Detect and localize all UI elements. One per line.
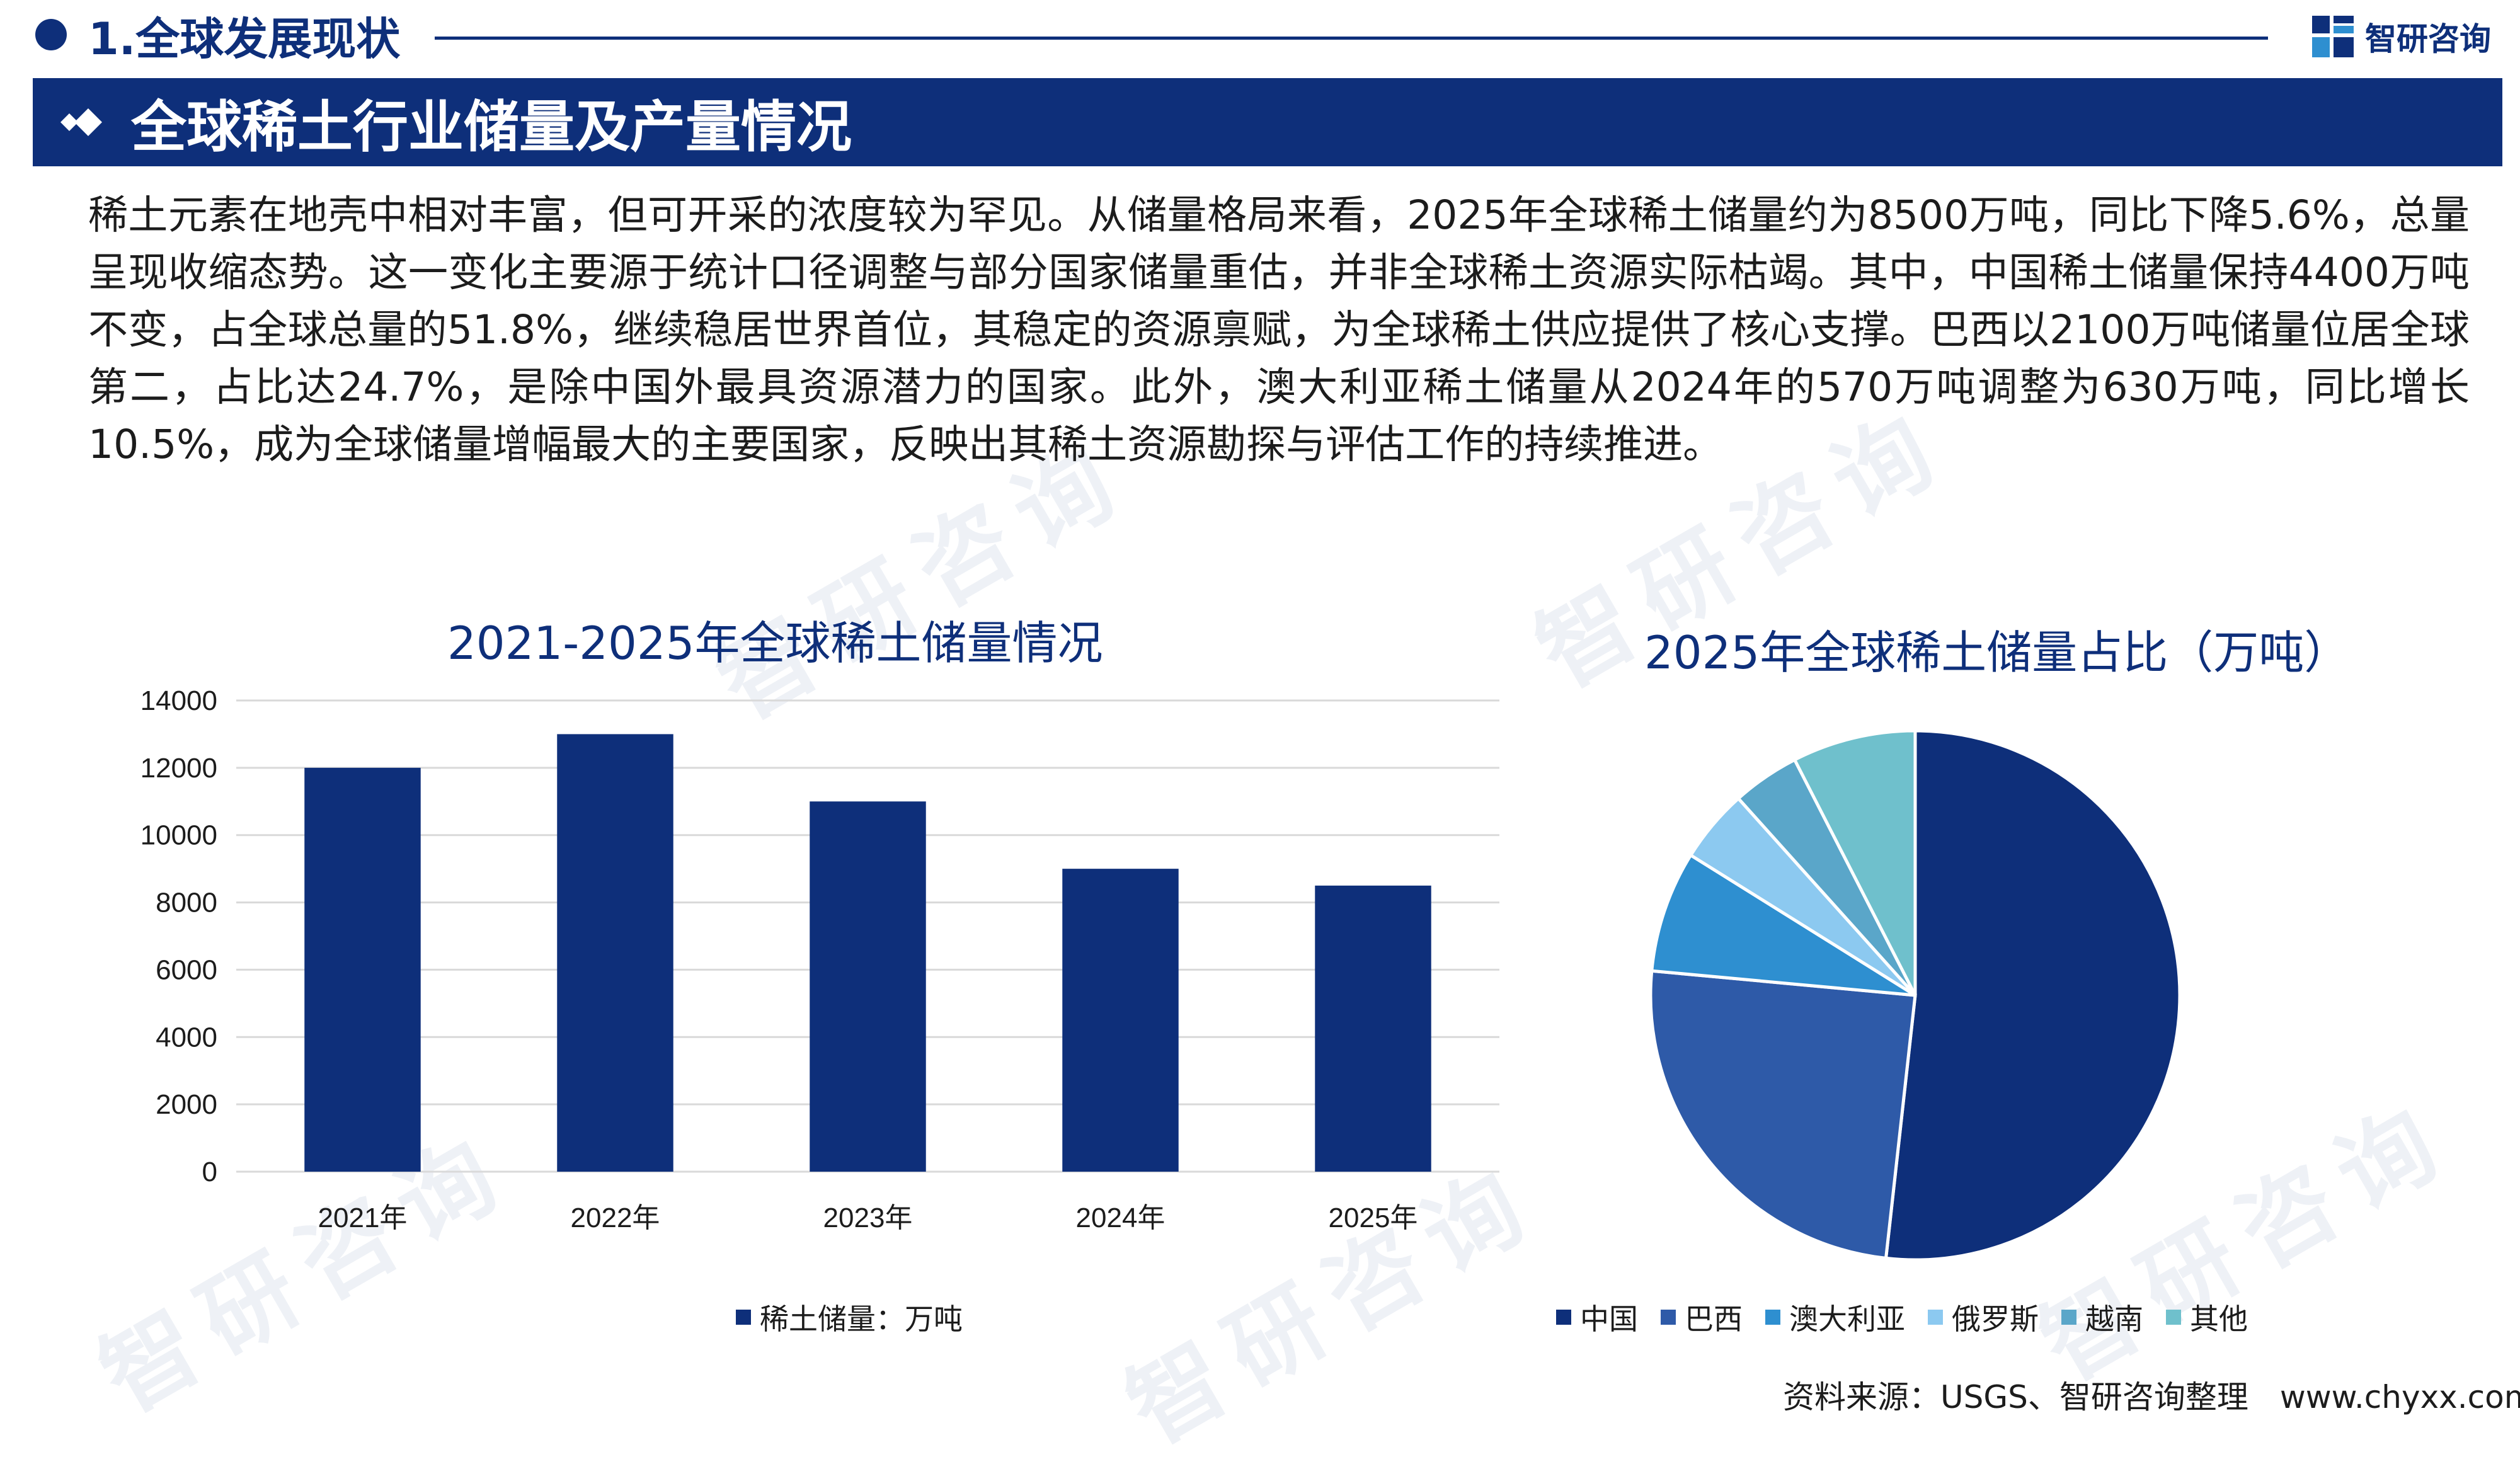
title-banner: 全球稀土行业储量及产量情况 — [33, 78, 2502, 166]
pie-chart — [1649, 729, 2182, 1262]
bar-chart-legend: 稀土储量：万吨 — [736, 1296, 989, 1338]
legend-label: 澳大利亚 — [1789, 1302, 1905, 1336]
bar — [304, 767, 421, 1172]
bar — [1315, 885, 1431, 1172]
legend-swatch — [2166, 1310, 2181, 1325]
y-tick-label: 12000 — [140, 753, 217, 784]
legend-label: 越南 — [2085, 1302, 2143, 1336]
legend-swatch — [1661, 1310, 1676, 1325]
y-tick-label: 4000 — [156, 1022, 217, 1053]
y-tick-label: 6000 — [156, 954, 217, 985]
x-tick-label: 2025年 — [1329, 1203, 1418, 1233]
pie-chart-legend: 中国 巴西 澳大利亚 俄罗斯 越南 其他 — [1556, 1296, 2271, 1338]
x-tick-label: 2021年 — [318, 1203, 408, 1233]
bar — [557, 734, 673, 1172]
legend-swatch — [1556, 1310, 1571, 1325]
y-tick-label: 14000 — [140, 685, 217, 716]
x-tick-label: 2023年 — [823, 1203, 913, 1233]
legend-item: 巴西 — [1661, 1296, 1743, 1338]
pie-slice — [1792, 729, 1917, 997]
pie-slice — [1650, 853, 1916, 997]
legend-label: 稀土储量：万吨 — [760, 1302, 963, 1336]
legend-label: 俄罗斯 — [1952, 1302, 2039, 1336]
y-tick-label: 2000 — [156, 1089, 217, 1120]
body-paragraph: 稀土元素在地壳中相对丰富，但可开采的浓度较为罕见。从储量格局来看，2025年全球… — [88, 192, 2470, 467]
y-tick-label: 8000 — [156, 888, 217, 918]
legend-swatch — [736, 1310, 751, 1325]
logo-text: 智研咨询 — [2365, 21, 2491, 57]
legend-swatch — [1765, 1310, 1780, 1325]
pie-chart-title: 2025年全球稀土储量占比（万吨） — [1644, 626, 2350, 679]
legend-swatch — [2061, 1310, 2076, 1325]
pie-slice — [1884, 729, 2182, 1262]
legend-swatch — [1928, 1310, 1943, 1325]
bar-chart-title: 2021-2025年全球稀土储量情况 — [447, 617, 1103, 670]
diamond-icon — [60, 103, 115, 141]
legend-item: 稀土储量：万吨 — [736, 1296, 963, 1338]
y-tick-label: 0 — [202, 1157, 217, 1187]
legend-item: 越南 — [2061, 1296, 2143, 1338]
legend-item: 俄罗斯 — [1928, 1296, 2039, 1338]
legend-item: 澳大利亚 — [1765, 1296, 1905, 1338]
pie-slice — [1649, 969, 1917, 1260]
header-rule — [435, 37, 2268, 40]
legend-item: 中国 — [1556, 1296, 1638, 1338]
bar — [810, 801, 926, 1172]
legend-label: 中国 — [1580, 1302, 1638, 1336]
bar — [1062, 869, 1179, 1172]
legend-item: 其他 — [2166, 1296, 2248, 1338]
banner-title: 全球稀土行业储量及产量情况 — [131, 94, 852, 159]
bar-chart: 0 2000 4000 6000 8000 10000 12000 14000 2021年 202… — [140, 685, 1499, 1233]
legend-label: 巴西 — [1685, 1302, 1743, 1336]
brand-logo: 智研咨询 — [2312, 11, 2491, 62]
section-title: 1.全球发展现状 — [88, 13, 401, 65]
section-bullet-icon — [35, 19, 67, 50]
logo-icon — [2312, 16, 2354, 57]
y-tick-label: 10000 — [140, 820, 217, 851]
legend-label: 其他 — [2190, 1302, 2248, 1336]
source-note: 资料来源：USGS、智研咨询整理 www.chyxx.com — [1783, 1379, 2520, 1415]
x-tick-label: 2024年 — [1076, 1203, 1166, 1233]
x-tick-label: 2022年 — [571, 1203, 660, 1233]
